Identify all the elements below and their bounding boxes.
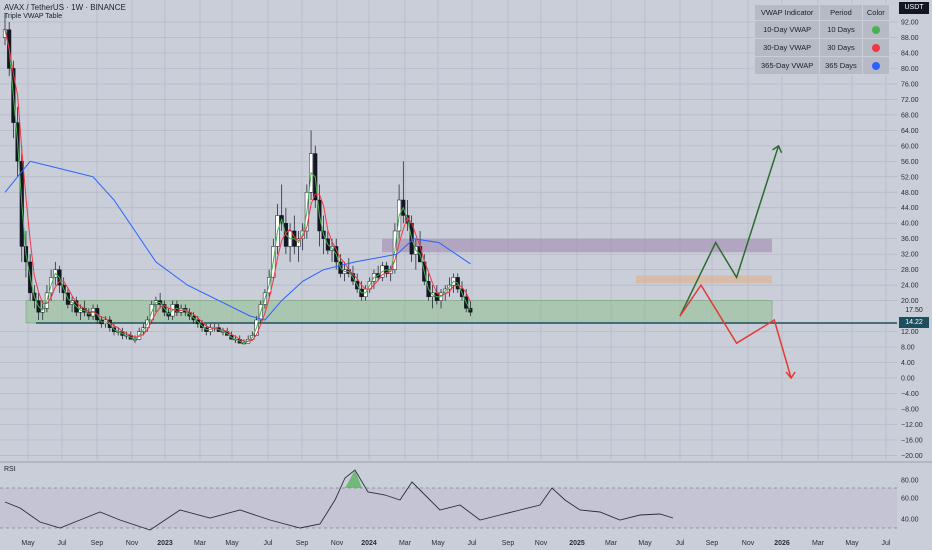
y-tick-label: 52.00 <box>901 174 919 181</box>
indicator-name: Triple VWAP Table <box>4 13 62 20</box>
color-dot-icon <box>871 44 880 52</box>
x-tick-label: Nov <box>331 540 344 547</box>
price-label-secondary: 17.50 <box>905 307 923 314</box>
row-color <box>861 56 891 75</box>
x-tick-label: 2025 <box>569 540 585 547</box>
header-color: Color <box>861 4 891 21</box>
y-tick-label: 80.00 <box>901 66 919 73</box>
x-tick-label: Mar <box>399 540 412 547</box>
header-period: Period <box>819 4 863 21</box>
x-tick-label: May <box>431 540 445 547</box>
y-tick-label: 56.00 <box>901 159 919 166</box>
rsi-line <box>4 469 674 531</box>
row-period: 10 Days <box>819 20 863 39</box>
y-tick-label: 44.00 <box>901 205 919 212</box>
x-tick-label: Jul <box>264 540 273 547</box>
x-tick-label: Jul <box>676 540 685 547</box>
x-tick-label: Nov <box>742 540 755 547</box>
x-tick-label: Mar <box>812 540 825 547</box>
vwap-row-365: 365-Day VWAP 365 Days <box>753 56 891 75</box>
vwap-table-header: VWAP Indicator Period Color <box>753 4 891 21</box>
y-tick-label: 4.00 <box>901 360 915 367</box>
vwap-table: VWAP Indicator Period Color 10-Day VWAP … <box>753 4 891 75</box>
rsi-overbought-fill <box>345 470 362 488</box>
row-period: 30 Days <box>819 38 863 57</box>
rsi-panel-label: RSI <box>4 466 16 473</box>
row-period: 365 Days <box>819 56 863 75</box>
x-tick-label: Jul <box>468 540 477 547</box>
vwap-365-line <box>4 160 471 321</box>
y-tick-label: 88.00 <box>901 35 919 42</box>
y-tick-label: 72.00 <box>901 97 919 104</box>
vwap-30-line <box>4 29 471 342</box>
y-tick-label: 36.00 <box>901 236 919 243</box>
x-tick-label: Nov <box>535 540 548 547</box>
x-tick-label: May <box>845 540 859 547</box>
x-tick-label: 2023 <box>157 540 173 547</box>
y-tick-label: −20.00 <box>901 453 923 460</box>
vwap-row-30: 30-Day VWAP 30 Days <box>753 38 891 57</box>
x-tick-label: May <box>225 540 239 547</box>
y-tick-label: −8.00 <box>901 406 919 413</box>
y-tick-label: 8.00 <box>901 345 915 352</box>
y-tick-label: −12.00 <box>901 422 923 429</box>
x-tick-label: May <box>638 540 652 547</box>
resistance-zone-orange <box>636 275 772 284</box>
y-tick-label: 28.00 <box>901 267 919 274</box>
x-tick-label: Mar <box>605 540 618 547</box>
arrow-head-icon <box>772 144 783 154</box>
vwap-row-10: 10-Day VWAP 10 Days <box>753 20 891 39</box>
x-tick-label: May <box>21 540 35 547</box>
x-tick-label: Sep <box>502 540 515 547</box>
x-tick-label: Nov <box>126 540 139 547</box>
bullish-projection-arrow <box>679 145 780 317</box>
y-tick-label: 92.00 <box>901 20 919 27</box>
row-indicator: 10-Day VWAP <box>753 20 821 39</box>
y-tick-label: −4.00 <box>901 391 919 398</box>
row-indicator: 30-Day VWAP <box>753 38 821 57</box>
y-tick-label: 84.00 <box>901 50 919 57</box>
x-tick-label: Jul <box>58 540 67 547</box>
x-tick-label: Mar <box>194 540 207 547</box>
y-tick-label: 68.00 <box>901 112 919 119</box>
x-tick-label: Jul <box>882 540 891 547</box>
rsi-tick-label: 40.00 <box>901 517 919 524</box>
y-tick-label: 48.00 <box>901 190 919 197</box>
header-indicator: VWAP Indicator <box>753 4 821 21</box>
x-tick-label: Sep <box>296 540 309 547</box>
rsi-tick-label: 60.00 <box>901 496 919 503</box>
y-tick-label: 24.00 <box>901 283 919 290</box>
y-tick-label: 64.00 <box>901 128 919 135</box>
currency-badge[interactable]: USDT <box>899 2 929 14</box>
y-tick-label: 20.00 <box>901 298 919 305</box>
x-tick-label: Sep <box>706 540 719 547</box>
x-tick-label: 2026 <box>774 540 790 547</box>
y-tick-label: 0.00 <box>901 376 915 383</box>
color-dot-icon <box>871 26 880 34</box>
resistance-zone-purple <box>382 238 772 253</box>
y-tick-label: 40.00 <box>901 221 919 228</box>
price-badge: 14.22 <box>899 317 929 328</box>
support-zone <box>25 300 773 324</box>
row-color <box>861 38 891 57</box>
y-tick-label: 32.00 <box>901 252 919 259</box>
x-tick-label: 2024 <box>361 540 377 547</box>
y-tick-label: −16.00 <box>901 437 923 444</box>
y-tick-label: 12.00 <box>901 329 919 336</box>
row-indicator: 365-Day VWAP <box>753 56 821 75</box>
x-tick-label: Sep <box>91 540 104 547</box>
vwap-10-line <box>4 29 471 344</box>
y-tick-label: 76.00 <box>901 81 919 88</box>
y-tick-label: 60.00 <box>901 143 919 150</box>
rsi-tick-label: 80.00 <box>901 478 919 485</box>
bearish-projection-arrow <box>679 283 792 379</box>
chart-title: AVAX / TetherUS · 1W · BINANCE <box>4 3 126 12</box>
arrow-head-icon <box>785 371 796 380</box>
color-dot-icon <box>871 62 880 70</box>
row-color <box>861 20 891 39</box>
